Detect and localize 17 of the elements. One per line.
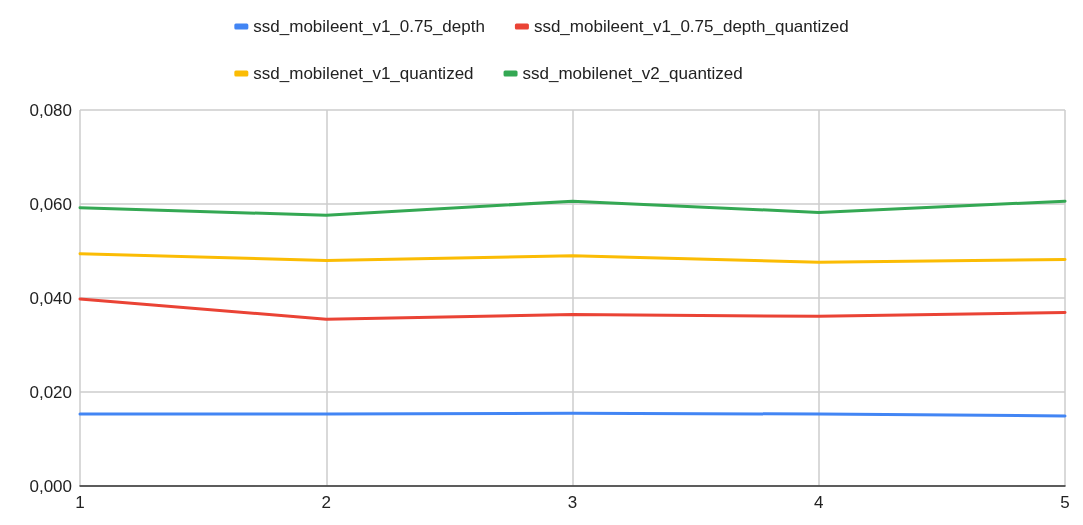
legend-label: ssd_mobilenet_v2_quantized	[522, 64, 743, 83]
legend-label: ssd_mobilenet_v1_quantized	[253, 64, 474, 83]
y-tick-label: 0,020	[29, 382, 72, 402]
y-tick-label: 0,060	[29, 194, 72, 214]
y-tick-label: 0,000	[29, 476, 72, 496]
legend-label: ssd_mobileent_v1_0.75_depth_quantized	[533, 17, 849, 36]
x-tick-label: 3	[567, 493, 578, 512]
y-tick-label: 0,080	[29, 100, 72, 120]
y-tick-label: 0,040	[29, 288, 72, 308]
x-tick-label: 4	[814, 493, 824, 512]
legend-label: ssd_mobileent_v1_0.75_depth	[253, 17, 485, 36]
x-tick-label: 5	[1060, 493, 1070, 512]
x-tick-label: 1	[75, 493, 85, 512]
line-series	[78, 199, 1067, 217]
x-tick-label: 2	[321, 493, 331, 512]
line-series	[78, 252, 1067, 264]
line-series	[78, 297, 1067, 321]
